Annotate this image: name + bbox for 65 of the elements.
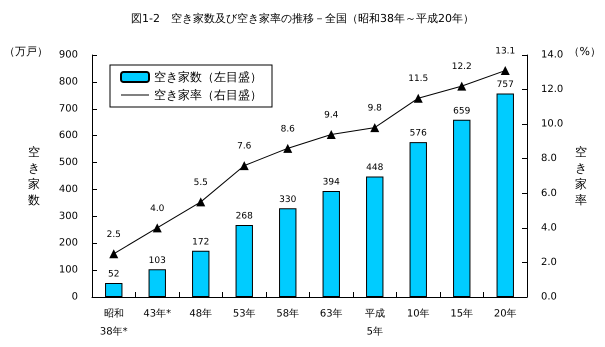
data-label: 9.4 (324, 110, 339, 121)
point (457, 82, 466, 91)
point (196, 197, 206, 206)
y-tick-label: 100 (58, 264, 78, 276)
y2-tick-label: 6.0 (541, 188, 557, 199)
data-label: 757 (496, 80, 514, 90)
y2-tick-label: 14.0 (541, 50, 564, 60)
legend-label: 空き家率（右目盛） (154, 88, 262, 102)
y-tick-label: 300 (58, 210, 78, 222)
point (240, 161, 249, 170)
x-tick-label: 63年 (320, 308, 343, 320)
point (283, 144, 292, 153)
x-tick-label: 平成 5年 (364, 308, 385, 338)
data-label: 13.1 (495, 46, 516, 57)
x-tick-label: 58年 (276, 308, 300, 320)
y-tick-label: 800 (58, 76, 78, 88)
point (500, 66, 510, 76)
y-tick-label: 400 (58, 184, 78, 195)
point (152, 223, 162, 232)
y-tick-label: 200 (58, 238, 78, 249)
y-tick-label: 0 (72, 292, 78, 302)
data-label: 5.5 (194, 178, 208, 188)
x-tick-label: 48年 (189, 308, 212, 320)
x-tick-label: 昭和 38年* (100, 308, 128, 338)
data-label: 9.8 (368, 104, 382, 114)
text: （万戸） (4, 45, 48, 58)
data-label: 12.2 (452, 62, 472, 72)
y2-axis-title: 空き家率 (575, 145, 587, 207)
legend-label: 空き家数（左目盛） (154, 70, 262, 84)
data-label: 103 (148, 256, 166, 266)
data-label: 2.5 (106, 230, 121, 240)
y-axis-title: 空き家数 (28, 145, 40, 207)
data-label: 52 (108, 270, 120, 280)
data-label: 576 (410, 128, 428, 139)
data-label: 448 (366, 163, 384, 174)
text: （%） (568, 45, 601, 58)
x-tick-label: 43年* (143, 308, 172, 320)
y-tick-label: 500 (58, 157, 78, 168)
y2-tick-label: 10.0 (541, 118, 564, 130)
data-label: 4.0 (150, 204, 165, 214)
point (414, 94, 423, 103)
data-label: 172 (192, 237, 210, 248)
x-tick-label: 53年 (232, 308, 256, 320)
point (109, 249, 118, 258)
data-label: 7.6 (237, 142, 252, 152)
data-label: 659 (453, 106, 471, 116)
y-tick-label: 700 (58, 103, 78, 114)
y2-tick-label: 8.0 (541, 153, 557, 164)
chart-title: 図1-2 空き家数及び空き家率の推移－全国（昭和38年～平成20年） (131, 12, 474, 25)
x-tick-label: 20年 (494, 308, 517, 320)
point (370, 123, 380, 132)
y2-tick-label: 12.0 (541, 84, 564, 96)
x-tick-label: 15年 (450, 308, 474, 320)
y2-tick-label: 2.0 (541, 256, 557, 268)
data-label: 330 (279, 194, 297, 205)
y2-tick-label: 4.0 (541, 222, 557, 234)
x-tick-label: 10年 (406, 308, 430, 320)
y-tick-label: 900 (58, 50, 78, 60)
data-label: 8.6 (280, 124, 296, 134)
data-label: 11.5 (408, 74, 428, 84)
y2-tick-label: 0.0 (541, 292, 557, 302)
point (326, 130, 336, 140)
y-tick-label: 600 (58, 130, 78, 142)
data-label: 394 (322, 178, 340, 188)
data-label: 268 (236, 211, 254, 222)
